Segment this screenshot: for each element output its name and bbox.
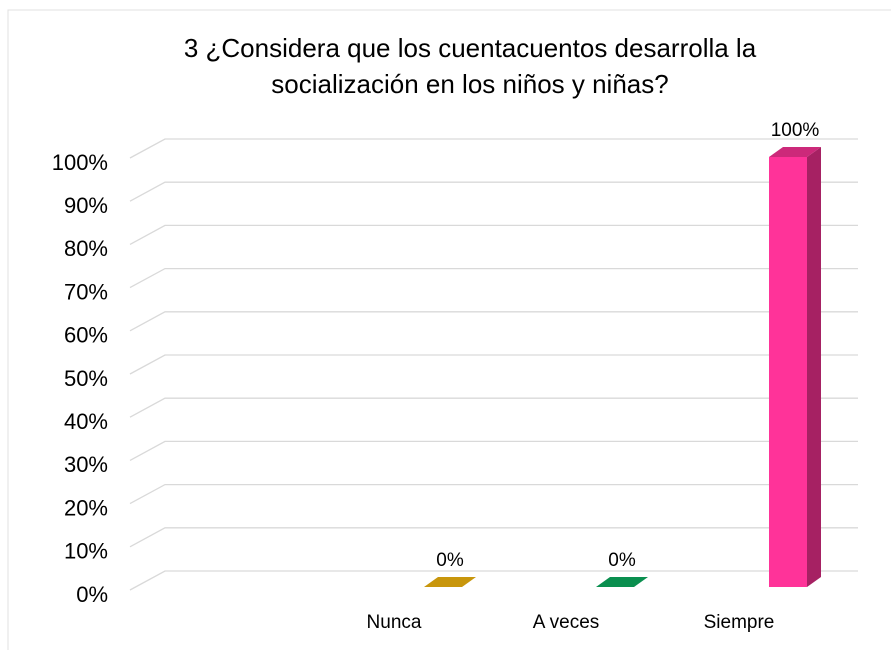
chart-title-line: socialización en los niños y niñas? — [271, 69, 668, 99]
y-tick-label: 100% — [52, 150, 108, 175]
y-tick-label: 0% — [76, 582, 108, 607]
bar-top — [596, 577, 648, 587]
chart-border — [7, 9, 891, 650]
y-tick-label: 20% — [64, 495, 108, 520]
bar-side — [807, 147, 821, 587]
grid-line — [129, 138, 858, 159]
grid-line — [129, 570, 858, 591]
y-tick-label: 90% — [64, 193, 108, 218]
y-tick-label: 70% — [64, 279, 108, 304]
x-tick-label: Nunca — [367, 612, 422, 633]
grid-line — [129, 181, 858, 202]
y-tick-label: 60% — [64, 323, 108, 348]
grid-line — [129, 267, 858, 289]
bar-front — [769, 157, 807, 587]
grid-line — [129, 527, 858, 548]
y-tick-label: 10% — [64, 539, 108, 564]
y-tick-label: 30% — [64, 452, 108, 477]
bar-top — [769, 147, 821, 157]
grid-line — [129, 354, 858, 375]
bar-top — [424, 577, 476, 587]
data-label: 0% — [608, 550, 636, 571]
data-label: 100% — [771, 120, 820, 141]
y-tick-label: 50% — [64, 366, 108, 391]
grid-line — [129, 440, 858, 461]
x-tick-label: Siempre — [704, 612, 775, 633]
grid-line — [129, 224, 858, 245]
grid-line — [129, 311, 858, 332]
x-tick-label: A veces — [533, 612, 600, 633]
grid-line — [129, 397, 858, 418]
data-label: 0% — [436, 550, 464, 571]
grid-line — [129, 483, 858, 505]
chart-title-line: 3 ¿Considera que los cuentacuentos desar… — [184, 33, 757, 63]
y-tick-label: 80% — [64, 236, 108, 261]
y-tick-label: 40% — [64, 409, 108, 434]
